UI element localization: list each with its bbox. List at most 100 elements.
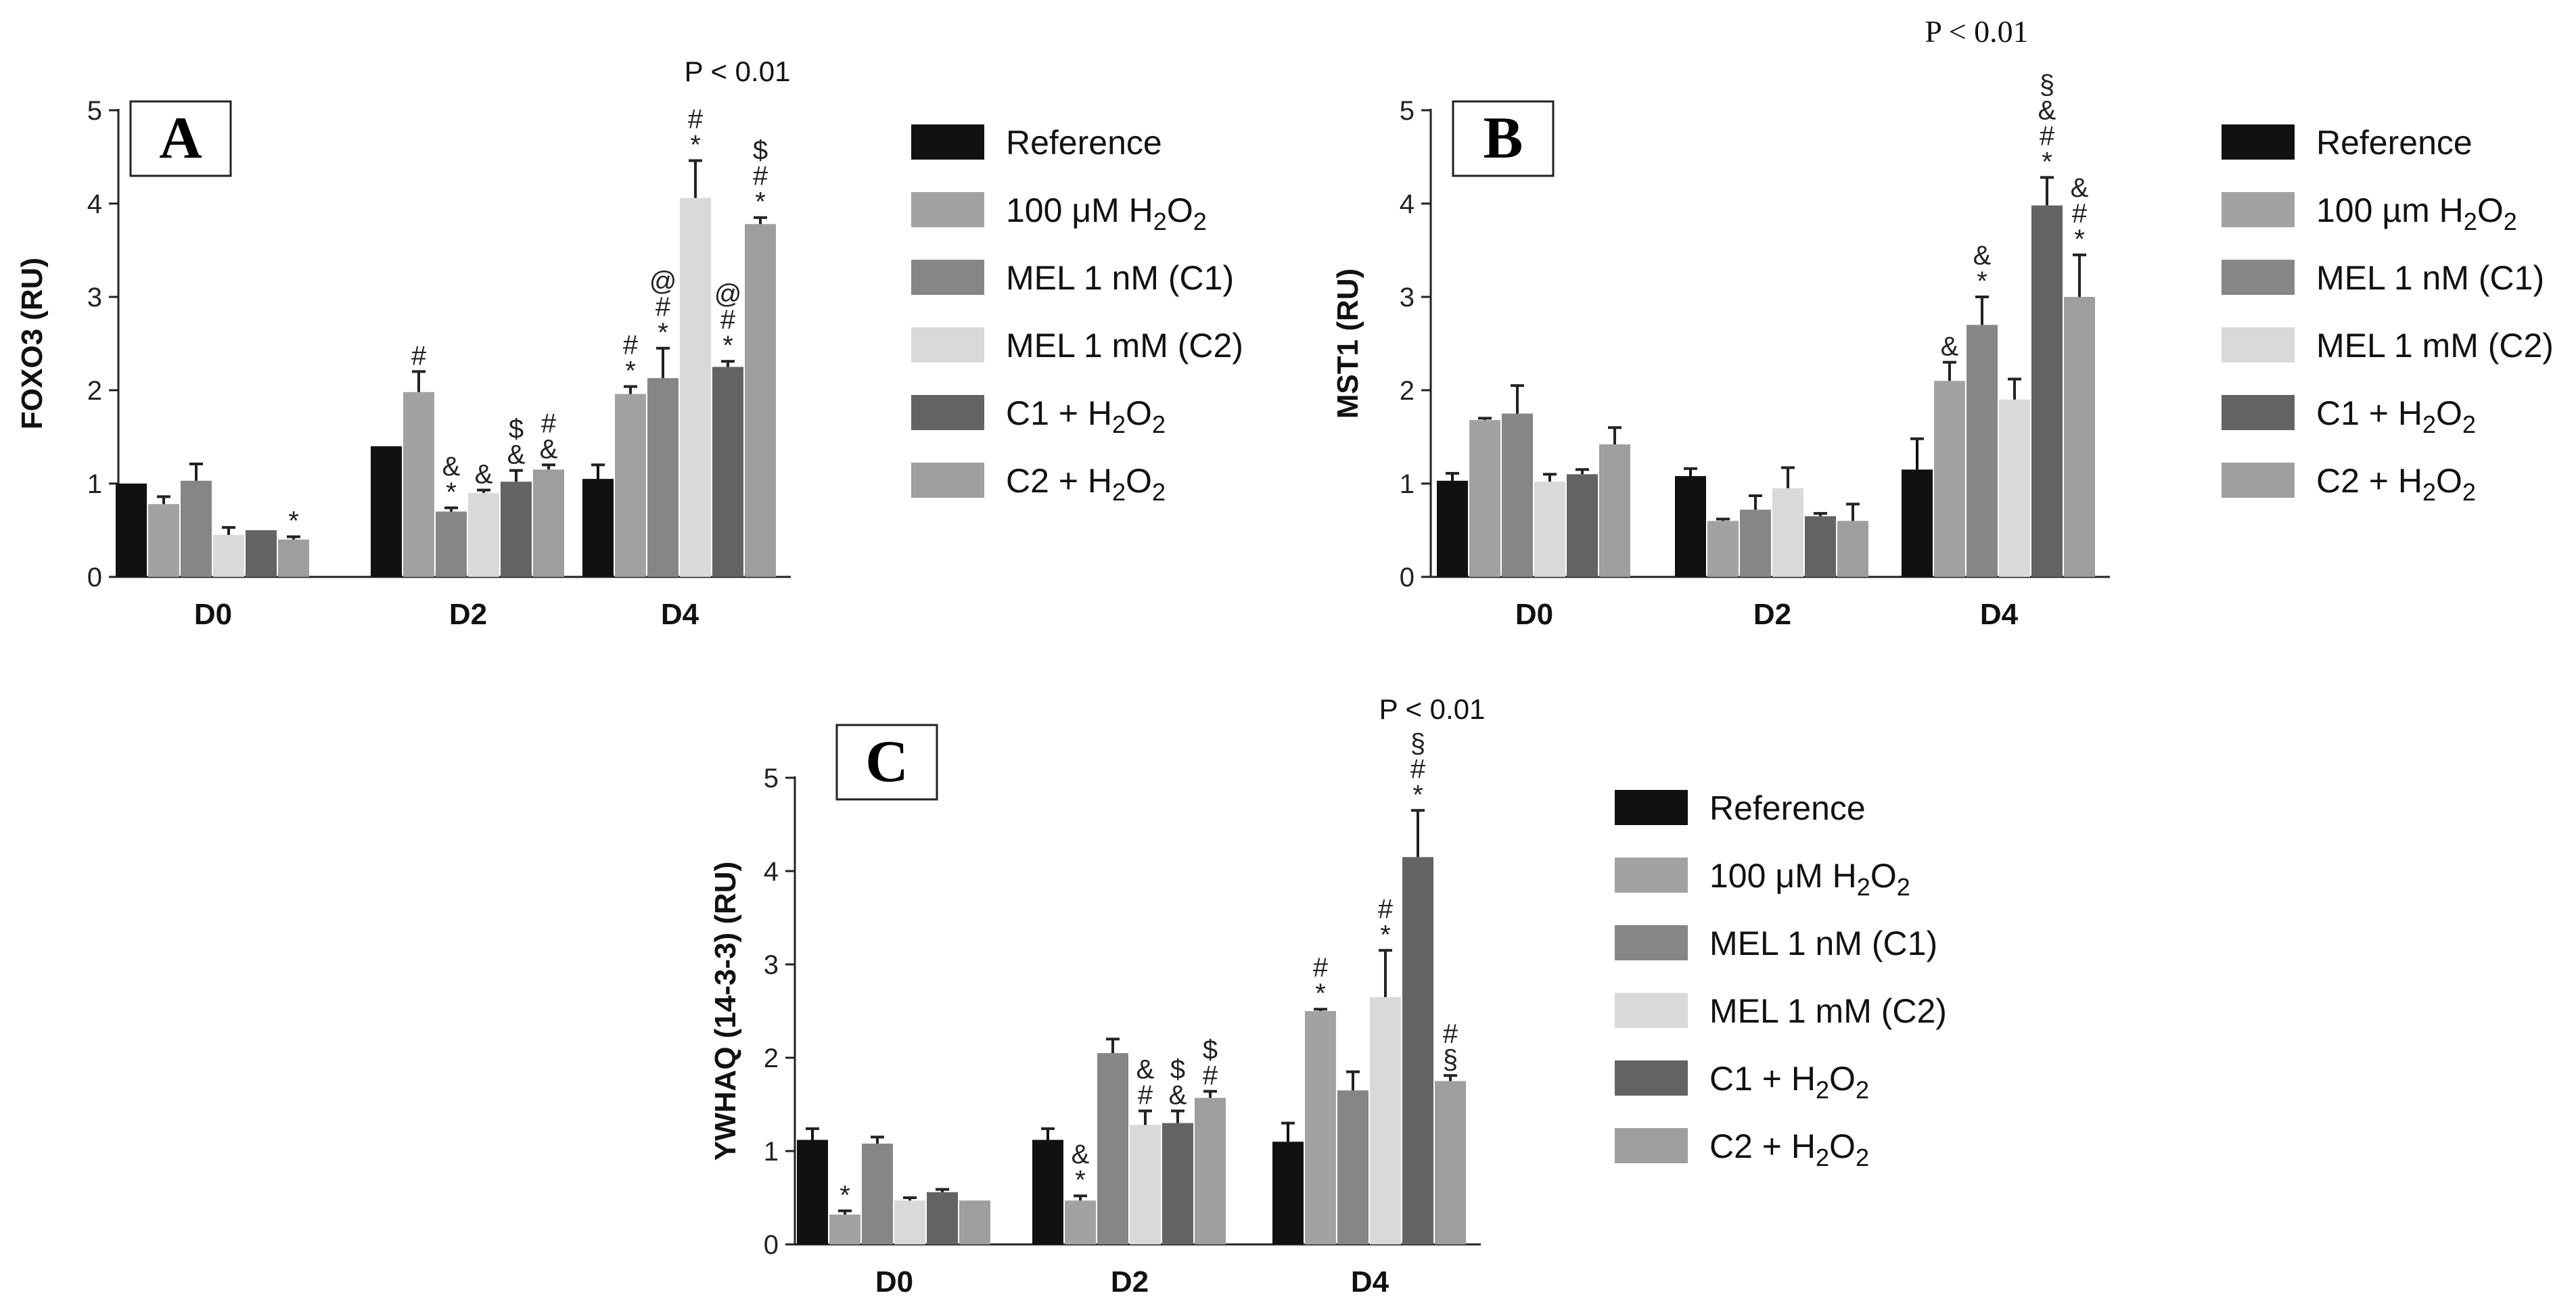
- bar-d2-series-4: [1162, 1123, 1193, 1244]
- bar-d4-series-1: [615, 394, 646, 577]
- bar-d2-series-2: [1740, 509, 1771, 577]
- y-tick-label: 0: [1400, 563, 1414, 592]
- legend-entry: MEL 1 nM (C1): [2316, 259, 2544, 297]
- bar-d4-series-4: [2031, 205, 2063, 577]
- bar-d2-series-3: [468, 492, 499, 577]
- bar-d2-series-3: [1130, 1125, 1161, 1244]
- legend-entry: MEL 1 mM (C2): [2316, 327, 2554, 365]
- significance-mark: &: [540, 434, 558, 464]
- bar-d2-series-2: [436, 511, 467, 577]
- significance-mark: *: [2042, 147, 2052, 177]
- bar-d2-series-0: [371, 446, 402, 577]
- bar-d4-series-5: [745, 224, 776, 577]
- bar-d2-series-2: [1097, 1053, 1128, 1244]
- bar-d4-series-2: [1967, 325, 1998, 577]
- legend-swatch: [1615, 925, 1688, 960]
- significance-mark: #: [623, 330, 639, 360]
- legend-entry: MEL 1 nM (C1): [1709, 925, 1937, 962]
- significance-mark: #: [656, 292, 671, 322]
- bar-d0-series-3: [894, 1200, 925, 1244]
- legend-entry: Reference: [1006, 124, 1162, 162]
- legend-entry: C1 + H2O2: [2316, 394, 2476, 438]
- bar-d4-series-4: [1402, 857, 1433, 1244]
- bar-d2-series-0: [1032, 1140, 1063, 1244]
- significance-mark: #: [1410, 754, 1426, 784]
- legend-entry: C1 + H2O2: [1709, 1060, 1869, 1104]
- legend-entry: C1 + H2O2: [1006, 394, 1166, 438]
- bar-d4-series-0: [1902, 469, 1933, 577]
- x-category-label: D0: [194, 598, 232, 631]
- bar-d2-series-5: [533, 469, 564, 577]
- bar-d0-series-5: [278, 539, 309, 577]
- bar-d0-series-3: [1534, 482, 1565, 577]
- significance-mark: &: [475, 460, 493, 490]
- significance-mark: #: [753, 162, 768, 191]
- significance-mark: *: [288, 507, 299, 536]
- legend-entry: C2 + H2O2: [1709, 1127, 1869, 1171]
- significance-mark: &: [2071, 173, 2089, 203]
- bar-d2-series-1: [1707, 521, 1739, 577]
- significance-mark: §: [2040, 70, 2054, 99]
- bar-d2-series-5: [1195, 1098, 1226, 1244]
- bar-d0-series-2: [862, 1143, 893, 1244]
- bar-d0-series-1: [148, 504, 179, 577]
- bar-d4-series-3: [1370, 997, 1401, 1244]
- significance-mark: *: [722, 331, 733, 360]
- significance-mark: &: [2038, 95, 2056, 125]
- bar-d2-series-0: [1675, 475, 1706, 577]
- bar-d2-series-4: [501, 482, 532, 577]
- significance-mark: *: [755, 187, 766, 217]
- legend-swatch: [2222, 192, 2295, 227]
- significance-mark: #: [1138, 1081, 1153, 1110]
- y-tick-label: 4: [87, 189, 102, 219]
- bar-d4-series-1: [1305, 1011, 1336, 1244]
- significance-mark: &: [507, 440, 526, 470]
- legend-swatch: [1615, 1128, 1688, 1163]
- legend-entry: Reference: [2316, 124, 2472, 162]
- x-category-label: D4: [1980, 598, 2019, 631]
- bar-d2-series-1: [1065, 1200, 1096, 1244]
- significance-mark: *: [690, 131, 701, 160]
- y-tick-label: 2: [1400, 376, 1414, 406]
- bar-d2-series-4: [1805, 516, 1836, 577]
- significance-mark: #: [720, 305, 736, 335]
- significance-mark: *: [1380, 920, 1391, 950]
- bar-d0-series-2: [181, 480, 212, 577]
- legend-swatch: [1615, 993, 1688, 1028]
- bar-d4-series-0: [582, 479, 614, 577]
- significance-mark: §: [1410, 728, 1425, 758]
- significance-mark: &: [1072, 1140, 1090, 1169]
- legend-entry: 100 μM H2O2: [1006, 191, 1207, 235]
- bar-d0-series-4: [1567, 474, 1598, 577]
- panel-label-frame: [1452, 100, 1555, 177]
- significance-mark: #: [1443, 1019, 1458, 1049]
- legend-entry: C2 + H2O2: [2316, 462, 2476, 506]
- bar-d4-series-2: [647, 378, 678, 577]
- bar-d2-series-1: [403, 392, 434, 577]
- significance-mark: #: [688, 105, 704, 135]
- bar-d2-series-3: [1772, 488, 1803, 577]
- legend-swatch: [2222, 124, 2295, 160]
- bar-d4-series-1: [1934, 381, 1965, 577]
- y-tick-label: 0: [87, 563, 102, 592]
- bar-d0-series-3: [213, 534, 244, 577]
- bar-d4-series-5: [2064, 297, 2095, 577]
- x-category-label: D4: [1351, 1265, 1389, 1299]
- significance-mark: &: [1941, 332, 1959, 362]
- panel-label: B: [1484, 106, 1523, 171]
- y-tick-label: 2: [764, 1044, 779, 1073]
- panel-label-frame: [835, 724, 938, 801]
- y-axis-label: YWHAQ (14-3-3) (RU): [709, 862, 742, 1161]
- bar-d4-series-3: [1999, 399, 2030, 577]
- significance-mark: #: [1378, 894, 1394, 924]
- bar-d0-series-1: [1469, 420, 1500, 577]
- bar-d0-series-4: [927, 1192, 958, 1244]
- legend-swatch: [911, 124, 984, 160]
- bar-d0-series-2: [1502, 413, 1533, 577]
- legend-entry: MEL 1 nM (C1): [1006, 259, 1234, 297]
- significance-mark: *: [446, 477, 457, 507]
- significance-mark: *: [1977, 266, 1987, 296]
- bar-d4-series-4: [712, 367, 743, 577]
